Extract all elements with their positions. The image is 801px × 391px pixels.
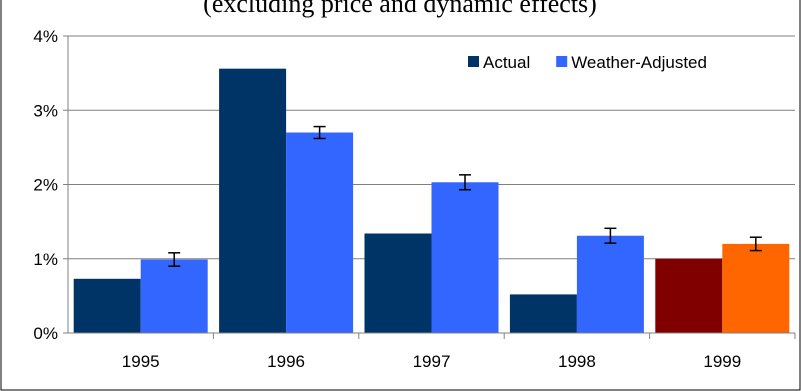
chart-title: (excluding price and dynamic effects) <box>203 0 597 18</box>
y-tick-label: 1% <box>33 250 58 269</box>
bar-actual-1996 <box>219 68 287 334</box>
error-bar <box>168 252 181 267</box>
legend-swatch <box>468 56 479 67</box>
bar-weather-adjusted-1999 <box>722 243 790 333</box>
legend-label: Actual <box>483 53 530 72</box>
y-tick-label: 3% <box>33 101 58 120</box>
bar-actual-1998 <box>509 294 577 333</box>
x-tick-label: 1998 <box>558 352 596 371</box>
y-tick-label: 0% <box>33 324 58 343</box>
x-tick-label: 1997 <box>413 352 451 371</box>
error-bar <box>604 227 617 244</box>
bar-actual-1995 <box>73 278 141 333</box>
error-bar <box>313 125 326 140</box>
x-tick-label: 1999 <box>703 352 741 371</box>
bar-weather-adjusted-1998 <box>576 235 644 333</box>
bar-weather-adjusted-1995 <box>140 259 208 333</box>
legend-label: Weather-Adjusted <box>571 53 707 72</box>
y-tick-label: 2% <box>33 176 58 195</box>
y-tick-label: 4% <box>33 27 58 46</box>
legend-swatch <box>556 56 568 67</box>
error-bar <box>749 236 762 252</box>
error-bar <box>459 174 471 191</box>
bar-actual-1997 <box>364 233 432 333</box>
x-tick-label: 1996 <box>267 352 305 371</box>
legend: Actual Weather-Adjusted <box>468 53 707 72</box>
bar-weather-adjusted-1997 <box>431 182 499 333</box>
bar-weather-adjusted-1996 <box>286 132 354 333</box>
bar-actual-1999 <box>655 258 723 333</box>
x-tick-label: 1995 <box>122 352 160 371</box>
